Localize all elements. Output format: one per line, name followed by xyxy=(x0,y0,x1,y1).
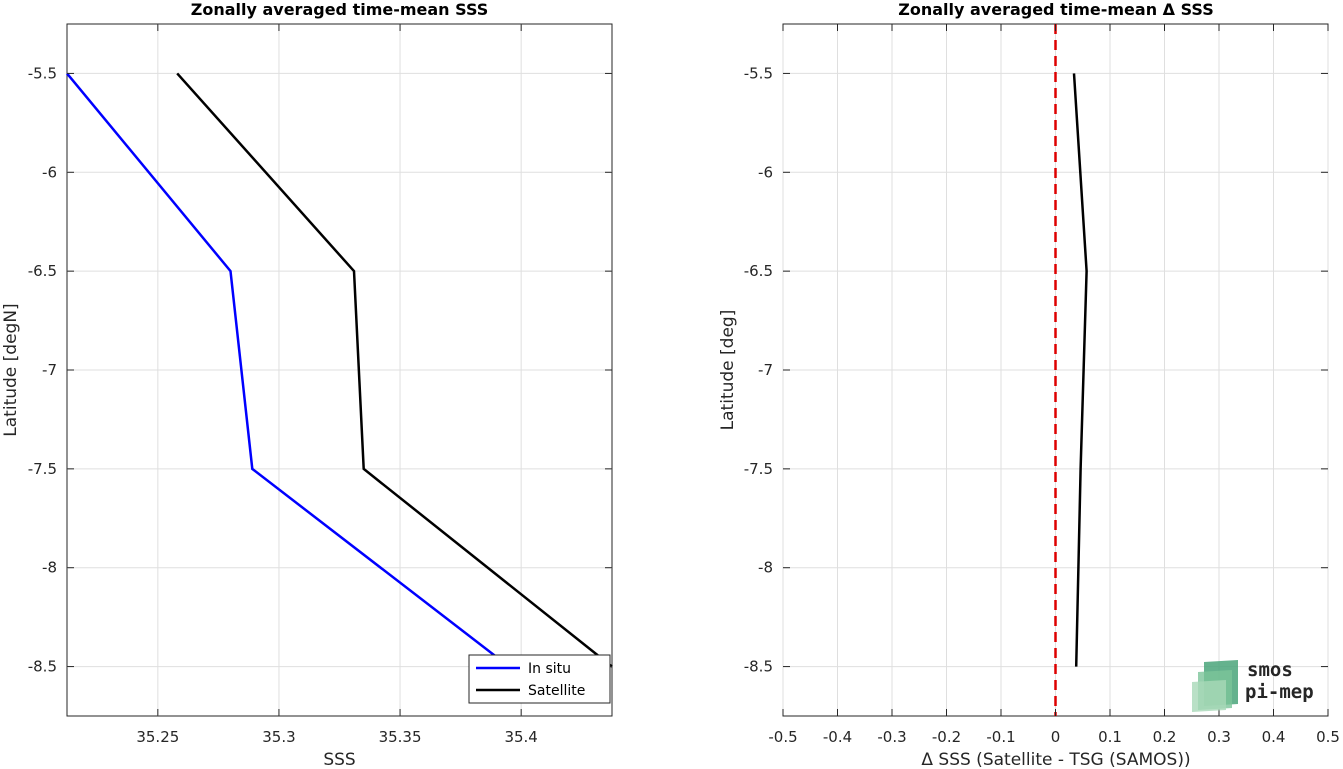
sss-y-tick-label: -7 xyxy=(42,361,57,379)
delta-sss-y-tick-label: -6 xyxy=(758,163,773,181)
delta-sss-y-tick-label: -8 xyxy=(758,559,773,577)
delta-sss-chart: -0.5 -0.4 -0.3 -0.2 -0.1 0 0.1 0.2 0.3 0.4 0.5 -5.5… xyxy=(718,0,1340,769)
delta-sss-x-tick-label: 0 xyxy=(1051,728,1061,746)
delta-sss-y-tick-label: -5.5 xyxy=(744,64,773,82)
delta-sss-chart-title: Zonally averaged time-mean Δ SSS xyxy=(898,0,1214,19)
legend-label-in-situ: In situ xyxy=(528,661,571,677)
sss-y-tick-label: -8 xyxy=(42,559,57,577)
sss-grid xyxy=(67,24,612,716)
delta-sss-x-tick-label: 0.4 xyxy=(1262,728,1286,746)
legend-label-satellite: Satellite xyxy=(528,683,585,699)
delta-sss-x-tick-label: -0.3 xyxy=(877,728,906,746)
delta-sss-x-tick-label: -0.5 xyxy=(768,728,797,746)
delta-sss-y-tick-label: -6.5 xyxy=(744,262,773,280)
delta-sss-series xyxy=(1072,73,1088,667)
sss-y-tick-label: -8.5 xyxy=(28,658,57,676)
delta-sss-x-tick-label: 0.3 xyxy=(1207,728,1231,746)
sss-x-tick-label: 35.25 xyxy=(136,728,179,746)
legend-box xyxy=(468,654,611,704)
delta-sss-x-tick-label: -0.2 xyxy=(932,728,961,746)
sss-y-tick-label: -6.5 xyxy=(28,262,57,280)
delta-sss-x-tick-label: -0.1 xyxy=(986,728,1015,746)
sss-x-tick-label: 35.3 xyxy=(262,728,295,746)
delta-sss-ticks: -0.5 -0.4 -0.3 -0.2 -0.1 0 0.1 0.2 0.3 0.4 0.5 -5.5… xyxy=(744,24,1340,746)
sss-series-in-situ xyxy=(66,72,510,668)
smos-pi-mep-logo: smos pi-mep xyxy=(1192,659,1314,712)
delta-sss-y-tick-label: -7.5 xyxy=(744,460,773,478)
sss-x-axis-label: SSS xyxy=(323,750,355,769)
sss-series-satellite xyxy=(176,72,613,668)
delta-sss-y-tick-label: -8.5 xyxy=(744,658,773,676)
sss-y-tick-label: -7.5 xyxy=(28,460,57,478)
sss-legend: In situ Satellite xyxy=(468,654,611,704)
sss-chart: 35.25 35.3 35.35 35.4 -5.5 -6 -6.5 -7 -7.5 -8 -8.5… xyxy=(1,0,613,769)
sss-series xyxy=(66,72,613,668)
sss-y-tick-label: -5.5 xyxy=(28,64,57,82)
logo-wave-icon xyxy=(1192,660,1238,712)
delta-sss-y-tick-label: -7 xyxy=(758,361,773,379)
delta-sss-x-tick-label: 0.2 xyxy=(1153,728,1177,746)
delta-sss-grid xyxy=(782,24,1329,716)
logo-text-pi-mep: pi-mep xyxy=(1245,681,1314,703)
logo-text-smos: smos xyxy=(1247,659,1293,681)
sss-x-tick-label: 35.4 xyxy=(504,728,537,746)
delta-sss-x-tick-label: 0.1 xyxy=(1098,728,1122,746)
delta-sss-y-axis-label: Latitude [deg] xyxy=(718,310,738,431)
delta-sss-x-tick-label: 0.5 xyxy=(1316,728,1340,746)
sss-x-tick-label: 35.35 xyxy=(379,728,422,746)
sss-y-tick-label: -6 xyxy=(42,163,57,181)
delta-sss-x-axis-label: Δ SSS (Satellite - TSG (SAMOS)) xyxy=(921,750,1190,769)
sss-ticks: 35.25 35.3 35.35 35.4 -5.5 -6 -6.5 -7 -7.5 -8 -8.5 xyxy=(28,24,612,746)
delta-sss-series-series-0 xyxy=(1072,73,1088,667)
sss-y-axis-label: Latitude [degN] xyxy=(1,303,21,436)
sss-chart-title: Zonally averaged time-mean SSS xyxy=(191,0,489,19)
delta-sss-x-tick-label: -0.4 xyxy=(823,728,852,746)
